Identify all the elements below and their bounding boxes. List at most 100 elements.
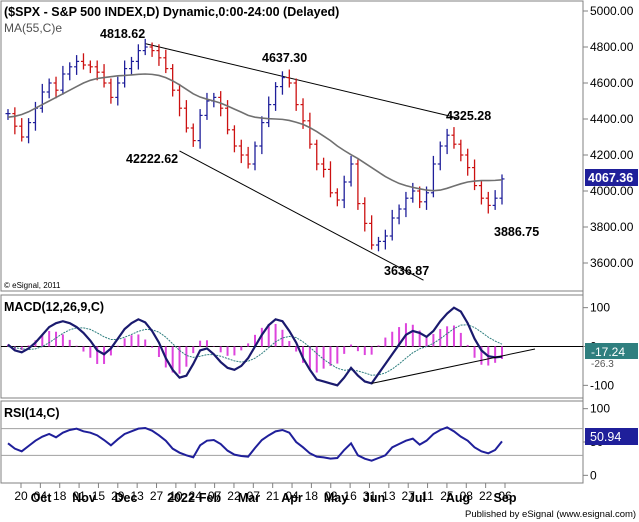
x-month-label: Jul (408, 491, 426, 505)
annotation-high-2: 4637.30 (262, 51, 307, 65)
price-bar (266, 96, 272, 128)
x-day-label: 27 (402, 489, 416, 503)
price-bar (108, 78, 114, 104)
price-bar (458, 139, 464, 162)
price-bar (369, 215, 375, 250)
x-month-label: Oct (31, 491, 53, 505)
price-bar (485, 191, 491, 214)
price-bar (74, 55, 80, 75)
chart-title: ($SPX - S&P 500 INDEX,D) Dynamic,0:00-24… (4, 5, 339, 19)
ma-label: MA(55,C)e (4, 21, 62, 35)
x-day-label: 13 (130, 489, 144, 503)
macd-support-trendline (371, 348, 536, 384)
price-bar (396, 204, 402, 225)
price-bar (197, 109, 203, 149)
rsi-ytick-label: 0 (590, 468, 597, 482)
macd-ytick-label: 100 (590, 301, 610, 315)
price-bar (327, 161, 333, 198)
x-month-label: Jun (363, 491, 385, 505)
x-day-label: 22 (227, 489, 241, 503)
x-month-label: Mar (238, 491, 260, 505)
price-bar (273, 82, 279, 111)
x-day-label: 13 (382, 489, 396, 503)
price-bar (122, 60, 128, 88)
annotation-high-1: 4818.62 (100, 27, 145, 41)
price-bar (279, 71, 285, 95)
x-day-label: 27 (150, 489, 164, 503)
price-panel-frame (0, 0, 584, 292)
x-day-label: 21 (266, 489, 280, 503)
footer-text: Published by eSignal (www.esignal.com) (465, 509, 636, 520)
x-month-label: Apr (281, 491, 303, 505)
x-day-label: 24 (189, 489, 203, 503)
price-bar (307, 112, 313, 149)
price-bar (465, 148, 471, 176)
x-month-label: May (324, 491, 348, 505)
x-day-label: 07 (247, 489, 261, 503)
x-day-label: 11 (421, 489, 434, 503)
x-day-label: 20 (14, 489, 28, 503)
price-bar (39, 83, 45, 113)
price-bar (245, 146, 251, 169)
x-month-label: Feb (199, 491, 222, 505)
price-bar (53, 76, 59, 99)
price-bar (362, 197, 368, 232)
price-bar (87, 60, 93, 74)
price-bar (334, 188, 340, 207)
price-bar (231, 125, 237, 153)
price-bar (259, 116, 265, 155)
price-bar (472, 159, 478, 191)
upper-trendline (145, 43, 458, 119)
price-bar (142, 38, 148, 56)
price-bar (410, 182, 416, 203)
price-bar (376, 236, 381, 252)
x-day-label: 01 (72, 489, 86, 503)
x-month-label: Aug (446, 491, 470, 505)
macd-title: MACD(12,26,9,C) (4, 300, 104, 314)
copyright-label: © eSignal, 2011 (4, 281, 61, 290)
price-ytick-label: 4600.00 (590, 76, 634, 90)
price-bar (389, 209, 395, 241)
price-bar (238, 139, 244, 164)
rsi-last-value: 50.94 (590, 430, 621, 444)
price-bar (156, 44, 162, 66)
x-day-label: 02 (324, 489, 338, 503)
price-bar (341, 175, 347, 209)
rsi-layer: 100500 (1, 402, 610, 482)
x-day-label: 16 (343, 489, 357, 503)
annotation-low-1: 42222.62 (126, 152, 178, 166)
price-bar (293, 78, 299, 111)
price-bar (183, 100, 189, 133)
price-bar (135, 44, 141, 70)
x-day-label: 31 (363, 489, 377, 503)
price-ytick-label: 4200.00 (590, 148, 634, 162)
lower-trendline (179, 150, 424, 281)
x-day-label: 18 (305, 489, 319, 503)
price-last-badge (585, 169, 638, 186)
price-ytick-label: 4000.00 (590, 184, 634, 198)
x-month-label: Sep (494, 491, 517, 505)
price-bar (94, 60, 100, 81)
macd-last-value: -17.24 (591, 345, 625, 359)
x-day-label: 18 (53, 489, 67, 503)
price-bar (382, 229, 388, 250)
price-layer: 3600.00 3800.00 4000.00 4200.00 4400.00 4600.… (5, 4, 634, 281)
price-ytick-label: 3600.00 (590, 256, 634, 270)
x-day-label: 04 (34, 489, 48, 503)
price-bar (177, 83, 183, 117)
price-ytick-label: 4400.00 (590, 112, 634, 126)
price-bar (403, 191, 409, 218)
macd-signal-value: -26.3 (591, 359, 614, 370)
x-day-label: 06 (498, 489, 512, 503)
price-bar (80, 53, 86, 70)
price-bar (348, 155, 354, 187)
price-bar (46, 78, 52, 99)
rsi-ytick-label: 100 (590, 402, 610, 416)
rsi-last-badge (585, 428, 638, 445)
x-day-label: 04 (285, 489, 299, 503)
price-bar (26, 118, 32, 144)
price-bar (163, 49, 169, 74)
macd-last-badge (585, 343, 638, 359)
